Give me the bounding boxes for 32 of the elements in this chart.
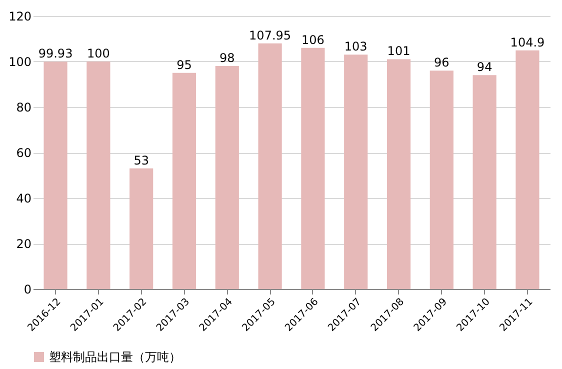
y-tick-label: 100 bbox=[8, 55, 32, 69]
bar bbox=[472, 75, 496, 289]
data-label: 101 bbox=[387, 44, 410, 58]
data-label: 107.95 bbox=[249, 28, 292, 42]
data-label: 100 bbox=[86, 46, 110, 60]
bar bbox=[130, 168, 154, 289]
legend-label: 塑料制品出口量（万吨） bbox=[49, 350, 181, 364]
bar bbox=[301, 48, 325, 289]
bar bbox=[430, 70, 454, 289]
y-tick-label: 80 bbox=[16, 100, 32, 114]
y-tick-label: 40 bbox=[16, 192, 32, 206]
bar bbox=[44, 62, 68, 289]
bar bbox=[215, 66, 239, 289]
data-label: 106 bbox=[302, 32, 324, 47]
data-label: 98 bbox=[220, 51, 235, 66]
data-label: 104.9 bbox=[510, 35, 545, 50]
y-tick-label: 60 bbox=[16, 146, 32, 160]
bar bbox=[86, 62, 110, 289]
bar bbox=[258, 43, 282, 289]
y-tick-label: 0 bbox=[24, 282, 32, 296]
bar bbox=[386, 59, 411, 289]
data-label: 103 bbox=[344, 40, 368, 54]
y-tick-label: 120 bbox=[8, 10, 32, 24]
data-label: 96 bbox=[434, 56, 450, 70]
bar bbox=[344, 54, 368, 289]
data-label: 99.93 bbox=[38, 46, 73, 61]
data-label: 94 bbox=[476, 60, 492, 74]
y-tick-label: 20 bbox=[16, 237, 32, 251]
data-label: 95 bbox=[176, 58, 192, 72]
data-label: 53 bbox=[134, 153, 149, 168]
bar bbox=[516, 50, 540, 289]
bar bbox=[172, 72, 196, 289]
